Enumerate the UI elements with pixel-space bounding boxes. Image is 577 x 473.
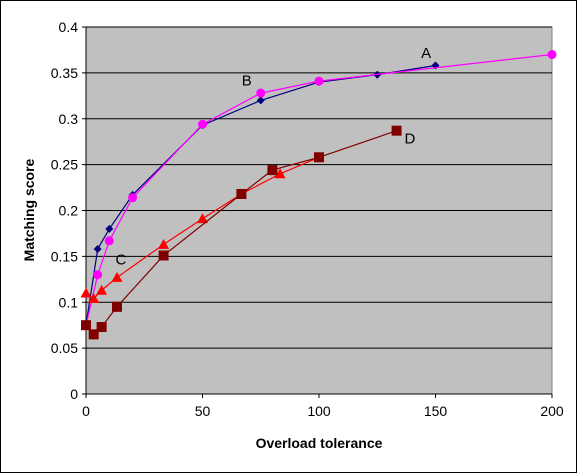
y-tick-label-7: 0.35 [51, 65, 78, 81]
data-point-d-0 [81, 320, 91, 331]
data-point-a-2 [105, 224, 114, 233]
data-point-b-6 [314, 76, 324, 86]
y-tick-label-5: 0.25 [51, 157, 78, 173]
data-point-c-2 [96, 284, 108, 295]
data-point-d-7 [314, 152, 324, 163]
series-label-a: A [421, 45, 431, 62]
series-c [80, 151, 325, 303]
tick-labels: 0 0.05 0.1 0.15 0.2 0.25 0.3 0.35 0.4 0 50 100 150 20… [51, 19, 564, 419]
data-point-c-1 [88, 293, 100, 303]
x-tick-label-4: 200 [540, 403, 564, 419]
x-tick-label-1: 50 [195, 403, 211, 419]
data-point-c-3 [111, 271, 123, 282]
series-label-b: B [242, 73, 252, 90]
data-point-d-2 [96, 322, 107, 333]
x-tick-label-3: 150 [424, 403, 448, 419]
series-label-d: D [404, 131, 415, 148]
series-layer: A B C D [80, 45, 557, 340]
y-tick-label-6: 0.3 [59, 111, 79, 127]
data-point-d-3 [111, 301, 122, 312]
data-point-a-1 [93, 245, 102, 254]
y-tick-label-4: 0.2 [59, 203, 79, 219]
data-point-b-4 [198, 119, 207, 129]
y-tick-label-1: 0.05 [51, 340, 78, 356]
series-label-c: C [116, 252, 127, 269]
x-tick-label-0: 0 [82, 403, 90, 419]
data-point-b-1 [93, 270, 103, 280]
x-axis-title: Overload tolerance [256, 435, 383, 451]
y-tick-label-2: 0.1 [59, 294, 79, 310]
data-point-b-3 [128, 193, 138, 203]
y-tick-label-8: 0.4 [59, 19, 79, 35]
data-point-d-5 [236, 188, 247, 199]
data-point-c-5 [197, 213, 208, 224]
data-point-d-8 [391, 125, 402, 136]
x-tick-label-2: 100 [307, 403, 331, 419]
data-point-d-1 [88, 329, 99, 340]
data-point-b-2 [104, 236, 114, 246]
y-axis-title: Matching score [21, 158, 37, 261]
series-line-b [85, 53, 553, 326]
data-point-a-5 [256, 96, 265, 105]
y-tick-label-3: 0.15 [51, 248, 78, 264]
data-point-c-7 [274, 168, 286, 179]
data-point-b-7 [547, 50, 557, 60]
series-d [81, 125, 402, 340]
data-point-d-4 [158, 250, 169, 261]
y-tick-label-0: 0 [70, 386, 78, 402]
axes [82, 26, 553, 398]
data-point-c-4 [158, 238, 170, 249]
data-point-d-6 [267, 165, 278, 176]
data-point-b-5 [256, 88, 266, 98]
data-point-c-0 [80, 287, 92, 298]
